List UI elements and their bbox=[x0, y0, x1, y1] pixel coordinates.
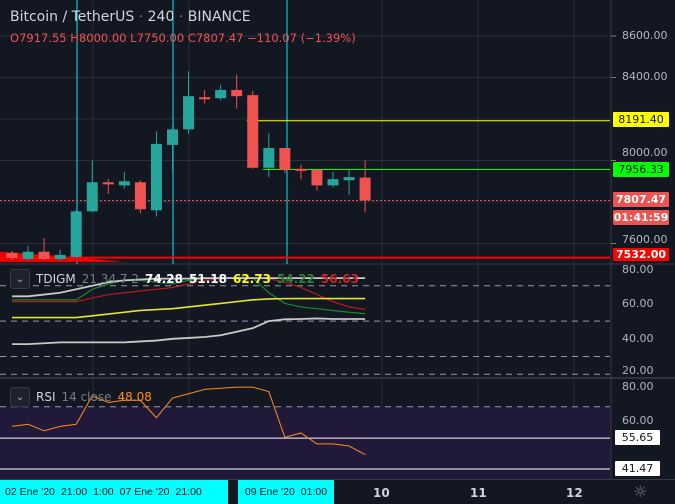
time-label: 11 bbox=[470, 486, 487, 500]
candle-body bbox=[247, 95, 259, 168]
rsi-tick: 60.00 bbox=[622, 414, 654, 427]
candle-body bbox=[295, 168, 307, 171]
candle-body bbox=[199, 97, 211, 100]
time-label: 12 bbox=[566, 486, 583, 500]
separator: · bbox=[178, 9, 184, 25]
tdigm-value-1: 74.28 bbox=[145, 272, 183, 286]
time-label: 21:00 bbox=[60, 486, 88, 498]
candle-body bbox=[343, 177, 355, 181]
tdigm-green-line bbox=[12, 277, 366, 315]
time-label: 01:00 bbox=[300, 486, 328, 498]
tdigm-tick: 20.00 bbox=[622, 364, 654, 377]
tdigm-tick: 60.00 bbox=[622, 297, 654, 310]
tdigm-legend: ⌄ TDIGM 21 34 7 2 74.28 51.18 62.73 54.2… bbox=[10, 269, 359, 289]
high-value: 8000.00 bbox=[78, 31, 127, 45]
candle-body bbox=[327, 179, 339, 186]
high-label: H bbox=[70, 31, 79, 45]
exchange: BINANCE bbox=[187, 9, 251, 25]
rsi-legend: ⌄ RSI 14 close 48.08 bbox=[10, 387, 152, 407]
rsi-value: 48.08 bbox=[117, 390, 152, 404]
indicator-name[interactable]: RSI bbox=[36, 390, 56, 404]
candle-body bbox=[86, 182, 98, 212]
symbol-name: Bitcoin / TetherUS bbox=[10, 9, 135, 25]
red-line-price-tag: 7532.00 bbox=[613, 248, 669, 261]
symbol-title: Bitcoin / TetherUS · 240 · BINANCE bbox=[10, 9, 251, 25]
time-label: 10 bbox=[373, 486, 390, 500]
separator: · bbox=[138, 9, 144, 25]
tdigm-value-5: 56.63 bbox=[320, 272, 359, 286]
ohlc-values: O7917.55 H8000.00 L7750.00 C7807.47 −110… bbox=[10, 31, 356, 45]
low-value: 7750.00 bbox=[136, 31, 185, 45]
rsi-line bbox=[11, 386, 366, 456]
last-price-tag: 7807.47 bbox=[613, 192, 669, 207]
bar-countdown-tag: 01:41:59 bbox=[613, 210, 669, 225]
yellow-line-price-tag: 8191.40 bbox=[613, 112, 669, 127]
candle-body bbox=[231, 89, 243, 97]
candle-body bbox=[215, 89, 227, 99]
tdigm-red-line bbox=[12, 277, 366, 310]
tdigm-value-4: 54.22 bbox=[276, 272, 315, 286]
candle-body bbox=[150, 143, 162, 211]
rsi-level-tag: 41.47 bbox=[615, 461, 660, 476]
rsi-level-tag: 55.65 bbox=[615, 430, 660, 445]
time-label: 1:00 bbox=[93, 486, 114, 498]
time-label: 09 Ene '20 bbox=[244, 486, 295, 498]
green-line-price-tag: 7956.33 bbox=[613, 162, 669, 177]
tdigm-value-3: 62.73 bbox=[232, 272, 271, 286]
tdigm-tick: 80.00 bbox=[622, 263, 654, 276]
candle-body bbox=[6, 252, 18, 259]
candle-body bbox=[54, 254, 66, 260]
time-range-highlight: 02 Ene '20 21:00 1:00 07 Ene '20 21:00 bbox=[0, 480, 228, 504]
time-label: 21:00 bbox=[175, 486, 202, 498]
tdigm-value-2: 51.18 bbox=[189, 272, 227, 286]
collapse-chevron-icon[interactable]: ⌄ bbox=[10, 387, 30, 407]
candle-body bbox=[183, 96, 195, 130]
price-tick: 8400.00 bbox=[622, 70, 668, 83]
close-label: C bbox=[187, 31, 196, 45]
time-range-highlight: 09 Ene '20 01:00 bbox=[238, 480, 334, 504]
interval[interactable]: 240 bbox=[147, 9, 175, 25]
tdigm-lower-line bbox=[12, 317, 366, 346]
collapse-chevron-icon[interactable]: ⌄ bbox=[10, 269, 30, 289]
candle-body bbox=[102, 182, 114, 185]
candle-body bbox=[359, 177, 371, 201]
price-tick: 8600.00 bbox=[622, 29, 668, 42]
candle-body bbox=[70, 211, 82, 257]
chart-canvas[interactable] bbox=[0, 0, 675, 479]
time-label: 02 Ene '20 bbox=[5, 486, 55, 498]
indicator-params: 21 34 7 2 bbox=[81, 272, 140, 286]
candle-body bbox=[22, 251, 34, 260]
gear-icon[interactable]: ☼ bbox=[633, 482, 648, 501]
indicator-name[interactable]: TDIGM bbox=[36, 272, 76, 286]
time-label: 07 Ene '20 bbox=[119, 486, 170, 498]
candle-body bbox=[134, 182, 146, 210]
tdigm-tick: 40.00 bbox=[622, 332, 654, 345]
price-tick: 8000.00 bbox=[622, 146, 668, 159]
candle-body bbox=[263, 148, 275, 168]
candle-body bbox=[311, 169, 323, 186]
change-value: −110.07 (−1.39%) bbox=[247, 31, 356, 45]
candle-body bbox=[118, 181, 130, 186]
close-value: 7807.47 bbox=[195, 31, 244, 45]
open-label: O bbox=[10, 31, 20, 45]
open-value: 7917.55 bbox=[19, 31, 67, 45]
price-tick: 7600.00 bbox=[622, 233, 668, 246]
rsi-tick: 80.00 bbox=[622, 380, 654, 393]
tdigm-yellow-line bbox=[12, 297, 366, 319]
candle-body bbox=[167, 129, 178, 145]
candle-body bbox=[279, 148, 291, 170]
rsi-band bbox=[0, 406, 610, 479]
indicator-params: 14 close bbox=[61, 390, 112, 404]
candle-body bbox=[38, 251, 50, 260]
time-axis[interactable]: 02 Ene '20 21:00 1:00 07 Ene '20 21:00 0… bbox=[0, 479, 675, 504]
tdigm-upper-line bbox=[12, 277, 366, 298]
low-label: L bbox=[130, 31, 137, 45]
